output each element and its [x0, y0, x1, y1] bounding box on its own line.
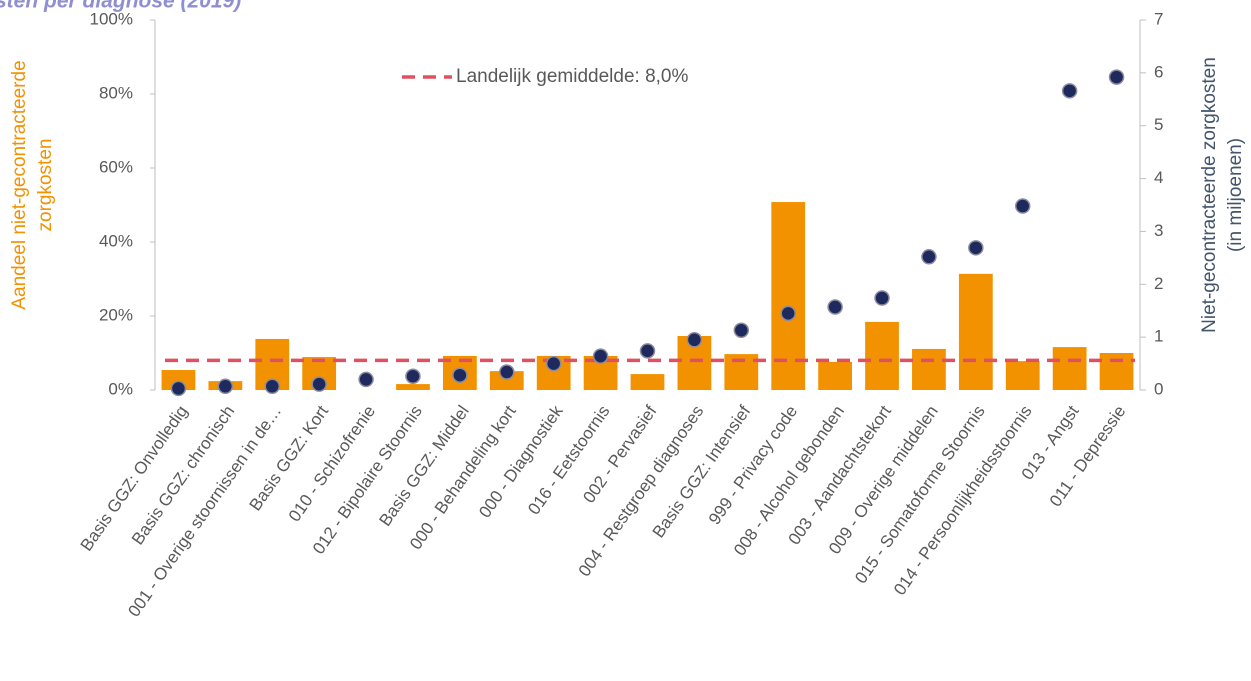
bar — [912, 348, 946, 390]
point — [264, 378, 281, 395]
bar — [958, 273, 993, 390]
point — [686, 332, 703, 348]
y-tick-label: 0% — [108, 379, 133, 398]
y2-tick-label: 6 — [1154, 62, 1163, 81]
point — [217, 378, 234, 395]
bar — [865, 321, 899, 390]
bar — [489, 371, 524, 390]
y2-tick-label: 7 — [1154, 9, 1163, 28]
y2-axis-label-line: (in miljoenen) — [1225, 138, 1246, 252]
point — [545, 355, 562, 372]
point — [780, 305, 796, 322]
bar — [1005, 361, 1040, 390]
point — [358, 371, 374, 388]
y2-tick-label: 2 — [1154, 274, 1163, 293]
point — [733, 322, 750, 339]
point — [170, 380, 187, 397]
bar — [1099, 353, 1134, 390]
y2-tick-label: 0 — [1154, 379, 1163, 398]
y-tick-label: 100% — [90, 9, 133, 28]
chart-title: sten per diagnose (2019) — [0, 0, 241, 13]
bar — [630, 374, 665, 390]
x-tick-label: 016 - Eetstoornis — [524, 402, 613, 518]
bar — [396, 384, 430, 390]
point — [874, 290, 890, 306]
y-axis-label-line: zorgkosten — [35, 139, 56, 232]
point — [827, 299, 843, 315]
x-tick-label: Basis GGZ: Middel — [375, 402, 472, 530]
bar — [818, 361, 853, 390]
y-axis-label: Aandeel niet-gecontracteerde zorgkosten — [9, 60, 56, 309]
point — [499, 364, 515, 380]
y2-tick-label: 3 — [1154, 221, 1163, 240]
y-tick-label: 80% — [99, 83, 133, 102]
x-tick-label: 999 - Privacy code — [705, 402, 801, 528]
point — [311, 376, 327, 392]
point — [1014, 198, 1031, 214]
x-tick-label: 010 - Schizofrenie — [285, 402, 379, 525]
y2-tick-label: 1 — [1154, 327, 1163, 346]
y-tick-label: 40% — [99, 231, 133, 250]
point — [1108, 69, 1125, 85]
point — [921, 249, 937, 265]
bar — [1052, 347, 1087, 390]
y2-tick-label: 5 — [1154, 115, 1163, 134]
point — [405, 368, 421, 385]
y2-axis-label: Niet-gecontracteerde zorgkosten (in miljo… — [1199, 57, 1246, 333]
y-tick-label: 20% — [99, 305, 133, 324]
y2-tick-label: 4 — [1154, 168, 1163, 187]
point — [639, 343, 656, 359]
y-axis-label-line: Aandeel niet-gecontracteerde — [9, 60, 30, 309]
point — [592, 348, 609, 364]
point — [968, 240, 984, 256]
y2-axis-label-line: Niet-gecontracteerde zorgkosten — [1199, 57, 1220, 333]
legend-label: Landelijk gemiddelde: 8,0% — [456, 66, 688, 87]
point — [452, 367, 468, 383]
point — [1061, 83, 1078, 99]
x-tick-label: 000 - Diagnostiek — [475, 402, 567, 522]
bar — [161, 370, 196, 390]
y-tick-label: 60% — [99, 157, 133, 176]
